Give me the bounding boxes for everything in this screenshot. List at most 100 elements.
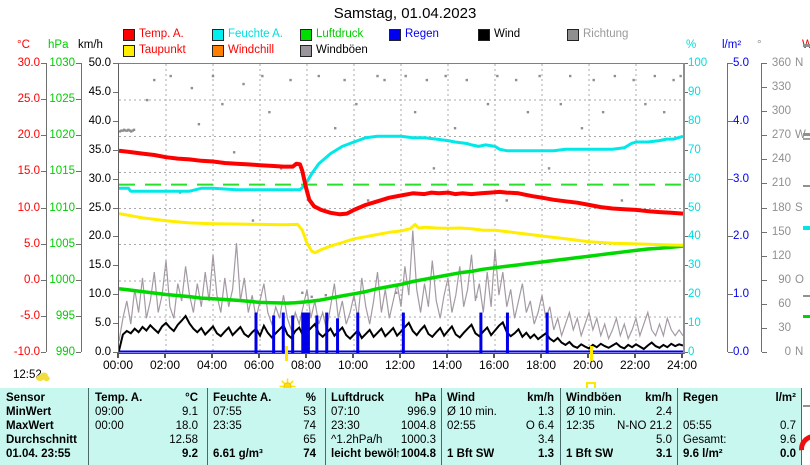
- rain-bar: [545, 312, 549, 353]
- ruler-tick-rain: [728, 178, 733, 180]
- table-cell-label: 07:55: [213, 406, 242, 418]
- tick-label-pressure: 1000: [49, 273, 75, 286]
- table-cell-value: 1000.3: [400, 434, 436, 446]
- rain-bar: [254, 312, 258, 353]
- tick-label-wind: 20.0: [88, 230, 111, 243]
- wind-direction-dot: [128, 129, 132, 132]
- rain-bar: [306, 312, 310, 353]
- table-cell-value: 3.1: [656, 448, 672, 460]
- tick-label-wind: 15.0: [88, 259, 111, 272]
- ruler-tick-humidity: [683, 91, 688, 93]
- table-cell-value: 0.7: [780, 420, 796, 432]
- ruler-tick-wind: [113, 149, 118, 151]
- wind-direction-dot: [444, 74, 447, 78]
- tick-num: 360: [771, 57, 791, 69]
- ruler-tick-temp: [41, 315, 46, 317]
- axis-unit-km/h: km/h: [78, 39, 103, 51]
- legend-label: Luftdruck: [316, 28, 364, 40]
- tick-label-humidity: 0: [688, 346, 695, 358]
- tick-label-wind: 10.0: [88, 288, 111, 301]
- ruler-tick-humidity: [683, 63, 688, 64]
- wind-direction-dot: [355, 102, 358, 106]
- table-group-unit: %: [305, 392, 316, 404]
- table-column-separator: [560, 388, 561, 465]
- ruler-tick-direction: [762, 303, 767, 305]
- table-cell-label: 23:30: [331, 420, 360, 432]
- wind-direction-dot: [514, 78, 518, 82]
- tick-label-direction: 330: [767, 81, 795, 93]
- tick-label-temp: 25.0: [17, 93, 40, 106]
- clipped-marker: [803, 185, 810, 187]
- axis-unit-l/m²: l/m²: [722, 39, 742, 51]
- summary-table: Sensor MinWert MaxWert Durchschnitt 01.04. 2…: [0, 388, 802, 465]
- legend-swatch-Richtung: [567, 29, 579, 41]
- wind-direction-dot: [395, 291, 398, 294]
- table-cell-value: 74: [303, 448, 316, 460]
- table-cell-label: Ø 10 min.: [447, 406, 497, 418]
- tick-label-temp: -10.0: [13, 346, 40, 358]
- wind-direction-dot: [613, 74, 617, 78]
- ruler-tick-temp: [41, 352, 46, 353]
- tick-label-wind: 25.0: [88, 201, 111, 214]
- ruler-tick-humidity: [683, 294, 688, 296]
- tick-num: 330: [771, 81, 791, 94]
- x-tick-mark: [117, 353, 119, 358]
- ruler-tick-wind: [113, 207, 118, 209]
- tick-label-temp: 0.0: [24, 273, 40, 286]
- x-tick-mark: [164, 353, 166, 358]
- ruler-tick-rain: [728, 294, 733, 296]
- table-cell-label: leicht bewöl: [331, 448, 397, 460]
- table-cell-label: 6.61 g/m³: [213, 448, 263, 460]
- ruler-tick-humidity: [683, 120, 688, 122]
- ruler-tick-wind: [113, 63, 118, 64]
- legend-label: Wind: [494, 28, 521, 40]
- tick-letter: O: [795, 273, 804, 286]
- wind-direction-dot: [232, 151, 236, 154]
- ruler-tick-pressure: [76, 352, 81, 353]
- tick-label-humidity: 60: [688, 172, 701, 185]
- x-tick-label: 16:00: [478, 358, 510, 372]
- legend-swatch-Windböen: [300, 45, 312, 57]
- wind-direction-dot: [131, 129, 134, 132]
- ruler-tick-direction: [762, 352, 767, 353]
- wind-direction-dot: [343, 78, 346, 82]
- x-tick-label: 12:00: [384, 358, 416, 372]
- x-tick-mark: [587, 353, 589, 358]
- ruler-tick-humidity: [683, 149, 688, 151]
- ruler-tick-direction: [762, 279, 767, 281]
- tick-label-rain: 2.0: [733, 230, 749, 243]
- axis-unit-°C: °C: [17, 39, 30, 51]
- ruler-tick-direction: [762, 231, 767, 233]
- x-tick-label: 00:00: [102, 358, 134, 372]
- clipped-marker: [803, 138, 810, 140]
- tick-label-humidity: 70: [688, 143, 701, 156]
- table-group-unit: hPa: [414, 392, 436, 404]
- clipped-marker: [803, 315, 810, 318]
- tick-label-temp: 5.0: [24, 237, 40, 250]
- legend-swatch-Luftdruck: [300, 29, 312, 41]
- x-tick-mark: [681, 353, 683, 358]
- rain-bar: [305, 312, 309, 353]
- tick-num: 0: [784, 346, 791, 358]
- wind-direction-dot: [122, 128, 126, 132]
- ruler-tick-humidity: [683, 236, 688, 238]
- ruler-tick-pressure: [76, 99, 81, 101]
- table-group-unit: l/m²: [775, 392, 796, 404]
- table-group-header: Wind: [447, 392, 475, 404]
- table-cell-value: 2.4: [656, 406, 672, 418]
- table-cell-label: 05:55: [683, 420, 712, 432]
- wind-direction-dot: [592, 78, 595, 82]
- wind-direction-dot: [404, 74, 407, 78]
- wind-direction-dot: [120, 129, 123, 132]
- tick-letter: W: [795, 129, 806, 142]
- tick-label-rain: 3.0: [733, 172, 749, 185]
- ruler-tick-direction: [762, 255, 767, 257]
- tick-label-humidity: 10: [688, 317, 701, 330]
- table-cell-value: 3.4: [538, 434, 554, 446]
- table-cell-label: 09:00: [95, 406, 124, 418]
- ruler-direction: [761, 63, 762, 352]
- legend-swatch-Wind: [478, 29, 490, 41]
- table-column-separator: [88, 388, 89, 465]
- wind-direction-dot: [310, 295, 313, 299]
- wind-direction-dot: [130, 130, 133, 133]
